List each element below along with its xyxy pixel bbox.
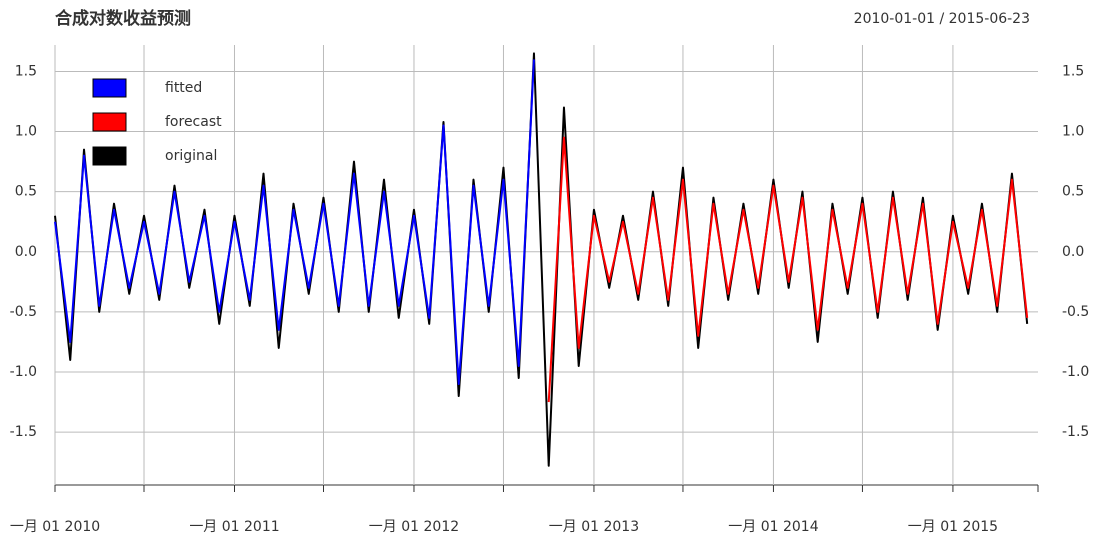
- legend-label: fitted: [165, 80, 202, 96]
- y-tick-label: 1.5: [15, 63, 37, 79]
- x-tick-label: 一月 01 2015: [908, 519, 998, 535]
- x-tick-label: 一月 01 2013: [549, 519, 639, 535]
- date-range: 2010-01-01 / 2015-06-23: [854, 11, 1030, 27]
- y-tick-label: 0.0: [15, 244, 37, 260]
- series-line: [54, 59, 535, 386]
- y-tick-label-right: -1.0: [1062, 364, 1089, 380]
- y-tick-label-right: 1.0: [1062, 124, 1084, 140]
- x-tick-label: 一月 01 2010: [10, 519, 100, 535]
- legend-swatch: [92, 78, 127, 98]
- y-tick-label-right: 0.0: [1062, 244, 1084, 260]
- y-tick-label: 1.0: [15, 124, 37, 140]
- y-tick-label: 0.5: [15, 184, 37, 200]
- legend-label: forecast: [165, 114, 222, 130]
- x-tick-label: 一月 01 2011: [189, 519, 279, 535]
- chart-title: 合成对数收益预测: [55, 8, 191, 29]
- y-tick-label-right: 0.5: [1062, 184, 1084, 200]
- y-tick-label-right: 1.5: [1062, 63, 1084, 79]
- y-tick-label: -0.5: [10, 304, 37, 320]
- legend-swatch: [92, 112, 127, 132]
- x-tick-label: 一月 01 2014: [728, 519, 818, 535]
- series-line: [547, 136, 1029, 403]
- y-tick-label-right: -1.5: [1062, 424, 1089, 440]
- x-tick-label: 一月 01 2012: [369, 519, 459, 535]
- legend-label: original: [165, 148, 217, 164]
- y-tick-label: -1.0: [10, 364, 37, 380]
- legend-swatch: [92, 146, 127, 166]
- y-tick-label-right: -0.5: [1062, 304, 1089, 320]
- y-tick-label: -1.5: [10, 424, 37, 440]
